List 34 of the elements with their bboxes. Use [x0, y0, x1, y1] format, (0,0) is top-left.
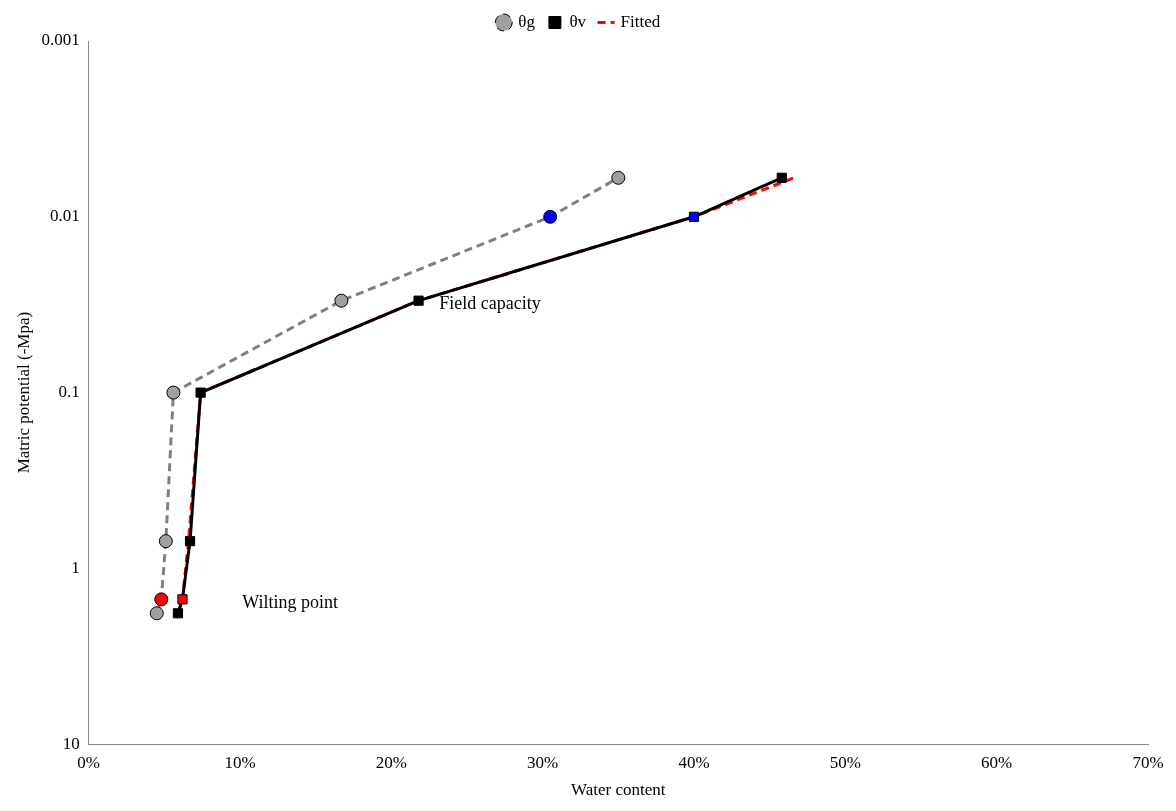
point	[413, 295, 424, 306]
point	[543, 209, 558, 224]
x-tick-label: 50%	[829, 752, 861, 772]
x-tick-label: 10%	[224, 752, 256, 772]
point	[184, 536, 196, 547]
point	[172, 608, 184, 619]
point	[195, 387, 206, 398]
y-tick-label: 0.001	[41, 30, 80, 50]
point	[166, 385, 181, 400]
x-tick-label: 40%	[678, 752, 710, 772]
x-tick-label: 70%	[1132, 752, 1164, 772]
annotation: Wilting point	[242, 592, 339, 613]
point	[611, 170, 626, 185]
y-tick-label: 1	[71, 557, 80, 577]
annotation: Field capacity	[439, 293, 541, 314]
point	[334, 293, 349, 308]
x-tick-label: 20%	[375, 752, 407, 772]
point	[688, 211, 700, 222]
legend-label: Fitted	[620, 11, 661, 31]
point	[149, 606, 164, 621]
y-tick-label: 0.1	[58, 382, 80, 402]
point	[154, 592, 169, 607]
x-tick-label: 30%	[527, 752, 559, 772]
y-axis-title: Matric potential (-Mpa)	[13, 311, 33, 474]
y-tick-label: 10	[62, 733, 80, 753]
x-tick-label: 60%	[981, 752, 1013, 772]
x-axis-title: Water content	[571, 780, 666, 800]
legend-label: θv	[569, 11, 587, 31]
point	[158, 534, 173, 549]
point	[177, 594, 188, 605]
y-tick-label: 0.01	[49, 206, 80, 226]
x-tick-label: 0%	[77, 752, 100, 772]
legend-label: θg	[518, 11, 536, 31]
point	[776, 172, 787, 183]
